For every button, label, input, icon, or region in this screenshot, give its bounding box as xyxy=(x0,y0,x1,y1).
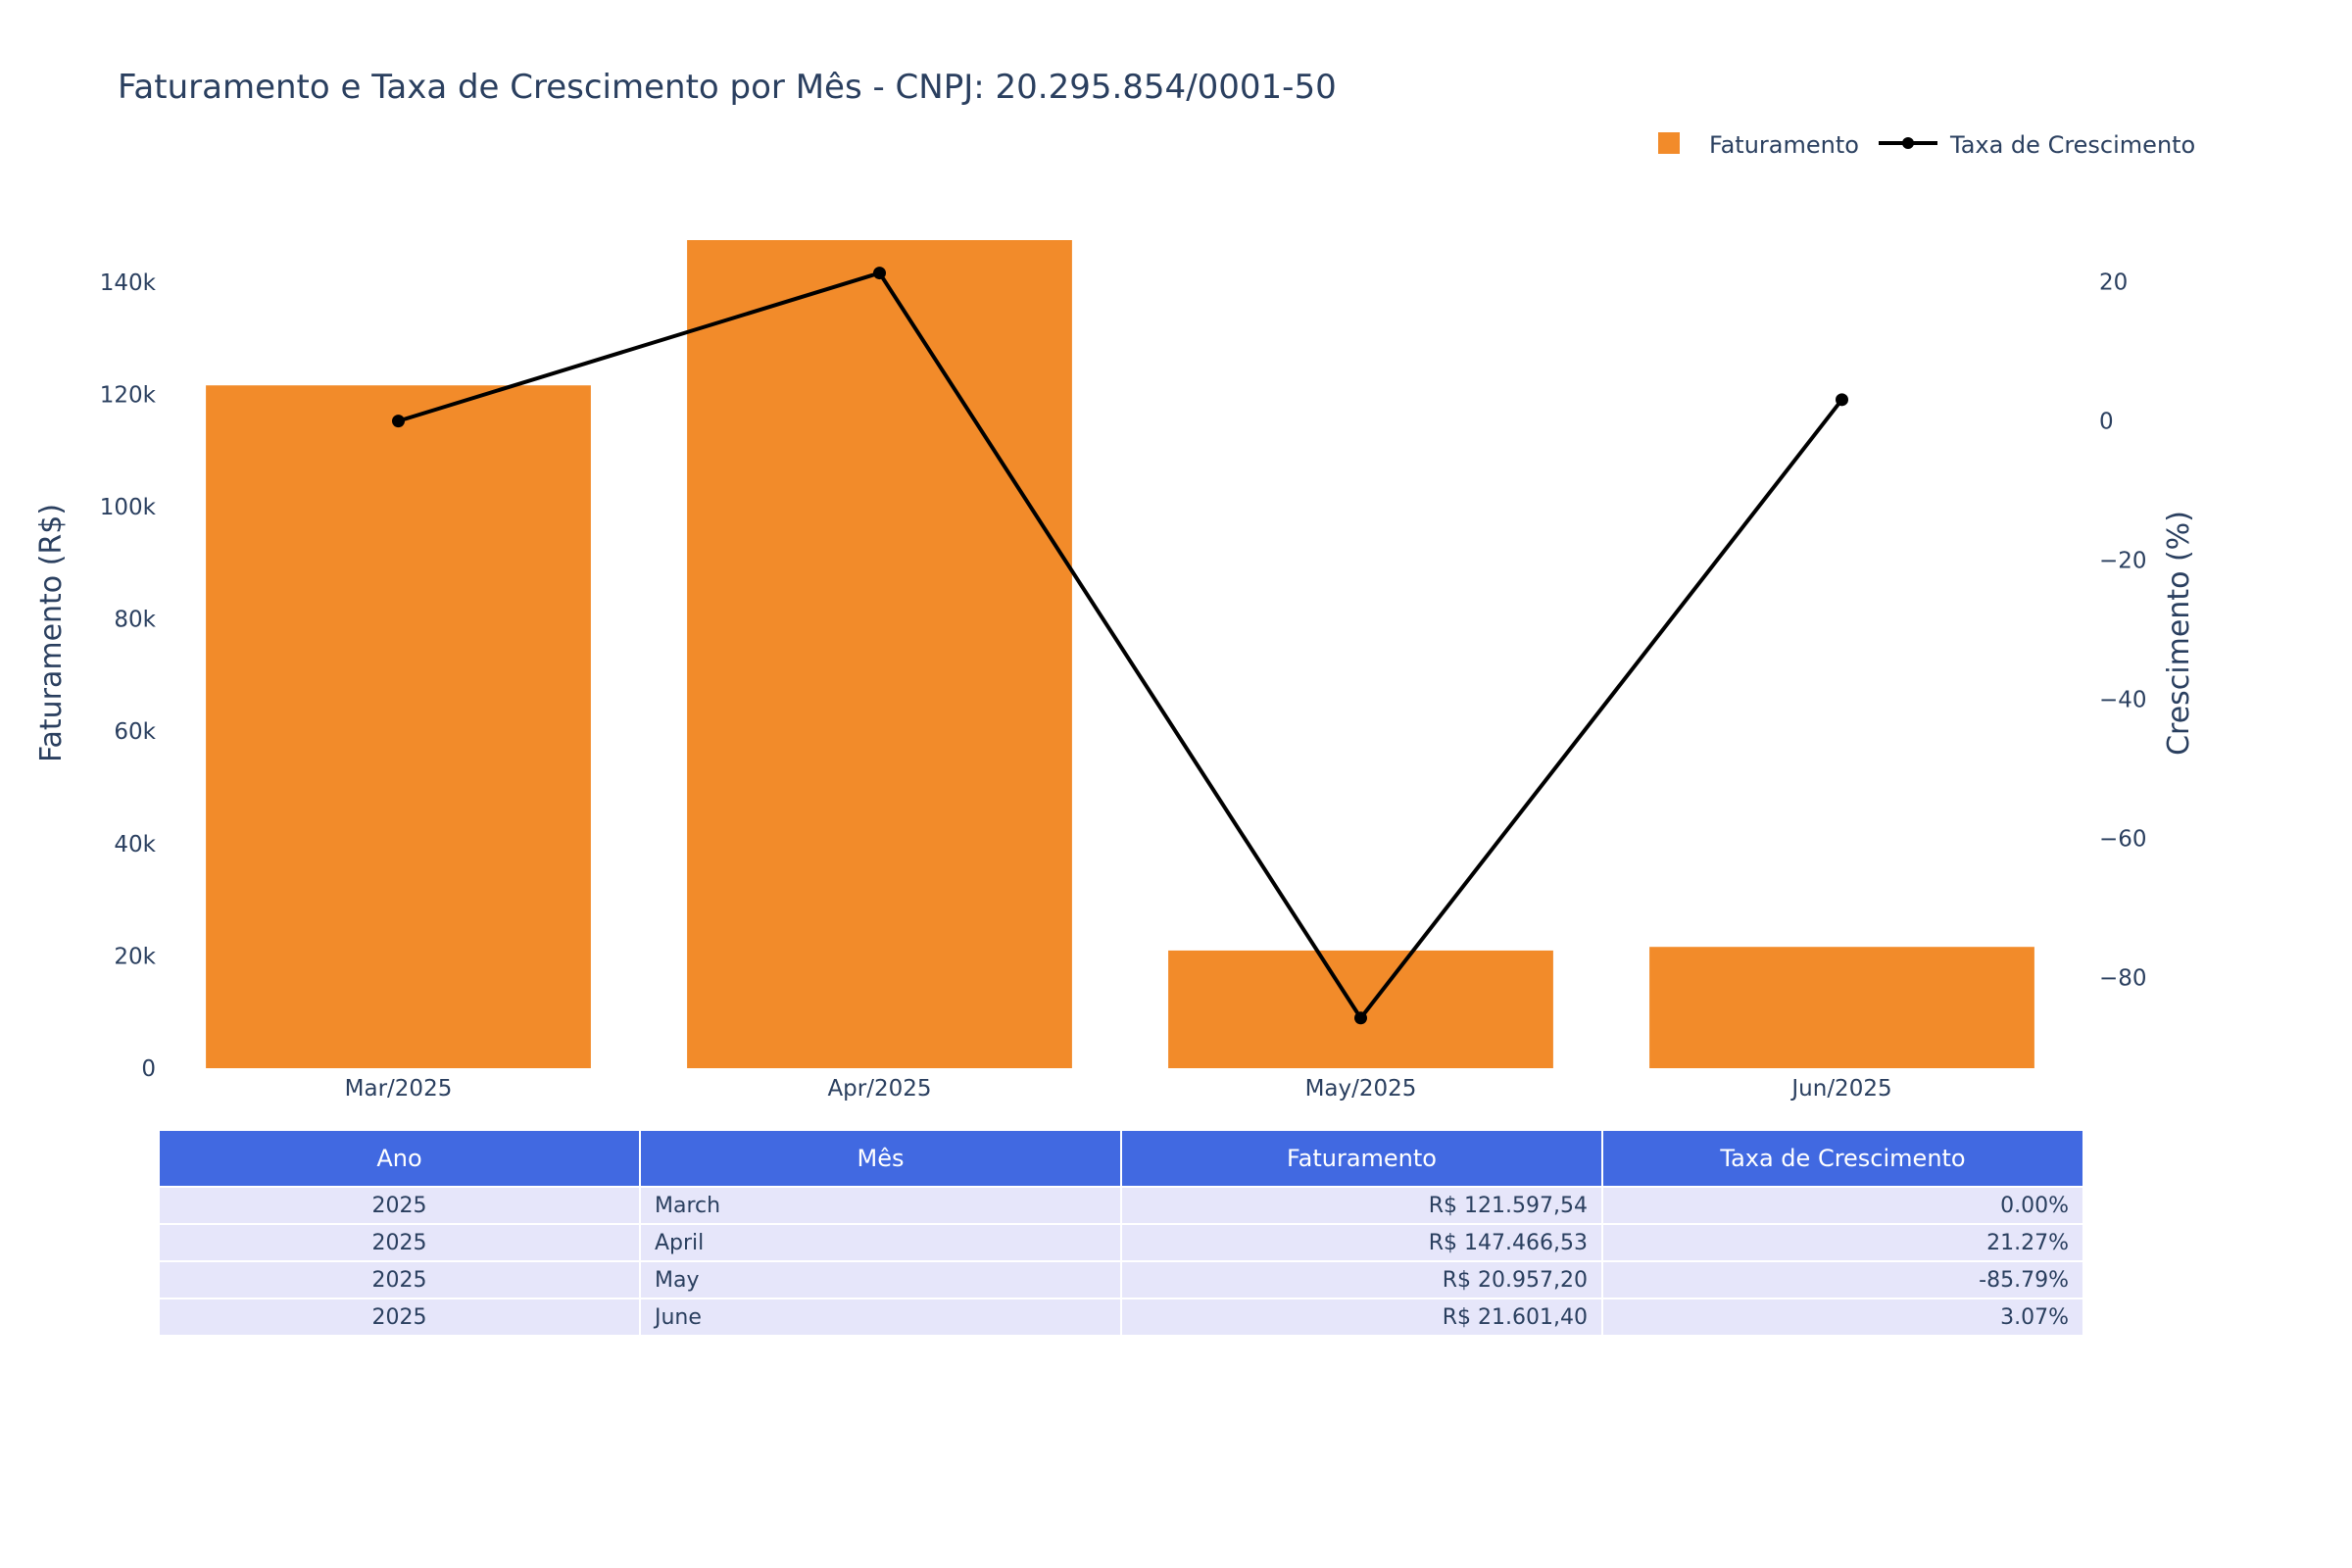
y-tick-label: 60k xyxy=(114,719,156,745)
x-tick-label: Jun/2025 xyxy=(1789,1076,1891,1102)
y2-tick-label: 20 xyxy=(2099,270,2128,296)
y-tick-label: 120k xyxy=(100,382,157,408)
y2-tick-label: −20 xyxy=(2099,549,2147,574)
table-cell-mes: May xyxy=(639,1260,1122,1299)
table-cell-faturamento: R$ 121.597,54 xyxy=(1120,1186,1603,1225)
growth-point-may-2025[interactable] xyxy=(1354,1011,1367,1025)
legend-label-taxa: Taxa de Crescimento xyxy=(1949,131,2195,159)
bar-series-faturamento xyxy=(206,240,2034,1068)
table-header-mes: Mês xyxy=(639,1129,1122,1188)
legend[interactable]: Faturamento Taxa de Crescimento xyxy=(1658,131,2195,159)
table-row: 2025 June R$ 21.601,40 3.07% xyxy=(158,1298,2084,1337)
table-row: 2025 March R$ 121.597,54 0.00% xyxy=(158,1186,2084,1225)
table-cell-ano: 2025 xyxy=(158,1186,641,1225)
bar-jun-2025[interactable] xyxy=(1649,947,2034,1068)
x-tick-label: Apr/2025 xyxy=(827,1076,931,1102)
x-tick-label: May/2025 xyxy=(1305,1076,1417,1102)
y2-tick-label: −60 xyxy=(2099,827,2147,853)
table-row: 2025 April R$ 147.466,53 21.27% xyxy=(158,1223,2084,1262)
table-cell-taxa: 3.07% xyxy=(1601,1298,2084,1337)
y-tick-label: 0 xyxy=(141,1056,156,1082)
table-cell-faturamento: R$ 20.957,20 xyxy=(1120,1260,1603,1299)
table-cell-taxa: 0.00% xyxy=(1601,1186,2084,1225)
y-tick-label: 100k xyxy=(100,495,157,520)
x-axis-ticks: Mar/2025 Apr/2025 May/2025 Jun/2025 xyxy=(345,1076,1892,1102)
y-axis-left-ticks: 0 20k 40k 60k 80k 100k 120k 140k xyxy=(100,270,157,1082)
growth-point-jun-2025[interactable] xyxy=(1836,393,1848,407)
data-table: Ano Mês Faturamento Taxa de Crescimento … xyxy=(158,1129,2084,1337)
table-header-ano: Ano xyxy=(158,1129,641,1188)
y-axis-right-ticks: 20 0 −20 −40 −60 −80 xyxy=(2099,270,2147,992)
growth-point-mar-2025[interactable] xyxy=(392,415,405,428)
bar-mar-2025[interactable] xyxy=(206,385,591,1068)
table-cell-ano: 2025 xyxy=(158,1298,641,1337)
chart-title: Faturamento e Taxa de Crescimento por Mê… xyxy=(118,68,1337,107)
y-tick-label: 140k xyxy=(100,270,157,296)
table-cell-mes: June xyxy=(639,1298,1122,1337)
y-tick-label: 80k xyxy=(114,608,156,633)
bar-apr-2025[interactable] xyxy=(687,240,1072,1068)
x-tick-label: Mar/2025 xyxy=(345,1076,453,1102)
table-header-faturamento: Faturamento xyxy=(1120,1129,1603,1188)
bar-may-2025[interactable] xyxy=(1168,950,1553,1068)
y2-tick-label: −80 xyxy=(2099,966,2147,992)
table-cell-mes: April xyxy=(639,1223,1122,1262)
growth-point-apr-2025[interactable] xyxy=(873,267,886,280)
table-header-row: Ano Mês Faturamento Taxa de Crescimento xyxy=(158,1129,2084,1188)
table-cell-taxa: -85.79% xyxy=(1601,1260,2084,1299)
y2-tick-label: −40 xyxy=(2099,688,2147,713)
table-cell-mes: March xyxy=(639,1186,1122,1225)
y2-axis-title: Crescimento (%) xyxy=(2162,511,2196,756)
y-tick-label: 40k xyxy=(114,832,156,858)
growth-line xyxy=(397,270,1844,1020)
table-cell-ano: 2025 xyxy=(158,1260,641,1299)
table-cell-taxa: 21.27% xyxy=(1601,1223,2084,1262)
table-cell-faturamento: R$ 21.601,40 xyxy=(1120,1298,1603,1337)
y-tick-label: 20k xyxy=(114,944,156,969)
y2-tick-label: 0 xyxy=(2099,410,2114,435)
legend-swatch-faturamento xyxy=(1658,132,1680,154)
legend-label-faturamento: Faturamento xyxy=(1709,131,1859,159)
line-series-taxa xyxy=(392,267,1848,1025)
y-axis-title: Faturamento (R$) xyxy=(34,504,69,762)
table-cell-faturamento: R$ 147.466,53 xyxy=(1120,1223,1603,1262)
table-row: 2025 May R$ 20.957,20 -85.79% xyxy=(158,1260,2084,1299)
table-header-taxa: Taxa de Crescimento xyxy=(1601,1129,2084,1188)
table-cell-ano: 2025 xyxy=(158,1223,641,1262)
legend-swatch-taxa-marker xyxy=(1902,137,1914,149)
